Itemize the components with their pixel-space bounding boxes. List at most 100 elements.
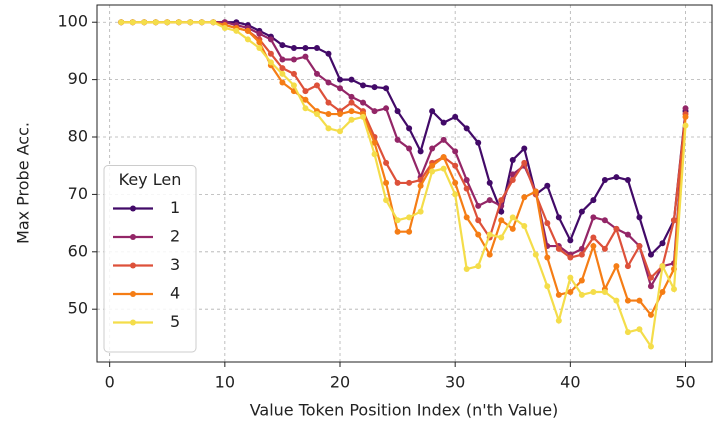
data-point <box>290 45 297 52</box>
legend-label: 4 <box>170 284 180 303</box>
data-point <box>337 85 344 92</box>
data-point <box>337 76 344 83</box>
data-point <box>636 297 643 304</box>
data-point <box>302 88 309 95</box>
series-line <box>121 21 687 350</box>
data-point <box>670 286 677 293</box>
data-point <box>486 231 493 238</box>
data-point <box>348 93 355 100</box>
data-point <box>325 111 332 118</box>
data-point <box>532 188 539 195</box>
data-point <box>636 243 643 250</box>
data-point <box>394 179 401 186</box>
data-point <box>475 202 482 209</box>
data-point <box>682 113 689 120</box>
data-point <box>371 84 378 91</box>
data-point <box>394 108 401 115</box>
y-tick-label: 80 <box>68 127 88 146</box>
data-point <box>567 274 574 281</box>
data-point <box>360 82 367 89</box>
data-point <box>486 179 493 186</box>
data-point <box>590 197 597 204</box>
data-point <box>302 96 309 103</box>
x-tick-label: 50 <box>675 373 695 392</box>
data-point <box>198 19 205 26</box>
data-point <box>348 99 355 106</box>
data-point <box>578 251 585 258</box>
data-point <box>452 191 459 198</box>
data-point <box>118 19 125 26</box>
data-point <box>129 19 136 26</box>
legend-box <box>103 165 197 353</box>
data-point <box>475 217 482 224</box>
data-point <box>659 263 666 270</box>
data-point <box>406 145 413 152</box>
data-point <box>302 53 309 60</box>
data-point <box>486 197 493 204</box>
data-point <box>383 197 390 204</box>
data-point <box>509 156 516 163</box>
x-axis-label: Value Token Position Index (n'th Value) <box>250 401 559 420</box>
data-point <box>152 19 159 26</box>
data-point <box>394 217 401 224</box>
data-point <box>383 179 390 186</box>
legend: Key Len 1 2 3 4 5 <box>103 165 197 353</box>
data-point <box>348 116 355 123</box>
data-point <box>578 208 585 215</box>
data-point <box>371 139 378 146</box>
data-point <box>406 228 413 235</box>
data-point <box>567 237 574 244</box>
data-point <box>624 177 631 184</box>
data-point <box>475 263 482 270</box>
data-point <box>267 36 274 43</box>
data-point <box>244 36 251 43</box>
legend-marker <box>130 319 136 326</box>
legend-marker <box>130 262 136 269</box>
data-point <box>624 297 631 304</box>
data-point <box>647 343 654 350</box>
legend-label: 2 <box>170 227 180 246</box>
data-point <box>325 99 332 106</box>
data-point <box>613 174 620 181</box>
data-point <box>429 162 436 169</box>
data-point <box>440 136 447 143</box>
data-point <box>383 85 390 92</box>
y-tick-label: 100 <box>57 12 88 31</box>
data-point <box>406 214 413 221</box>
data-point <box>360 99 367 106</box>
data-point <box>509 214 516 221</box>
data-point <box>290 82 297 89</box>
data-point <box>463 125 470 132</box>
data-point <box>613 263 620 270</box>
data-point <box>590 288 597 295</box>
data-point <box>360 113 367 120</box>
data-point <box>498 197 505 204</box>
data-point <box>417 148 424 155</box>
data-point <box>417 208 424 215</box>
legend-title: Key Len <box>119 170 182 189</box>
x-tick-label: 40 <box>560 373 580 392</box>
data-point <box>256 30 263 37</box>
data-point <box>452 162 459 169</box>
data-point <box>590 214 597 221</box>
y-tick-label: 70 <box>68 184 88 203</box>
x-tick-label: 0 <box>105 373 115 392</box>
data-point <box>325 125 332 132</box>
data-point <box>233 27 240 34</box>
y-axis-label: Max Probe Acc. <box>14 122 33 244</box>
data-point <box>486 251 493 258</box>
data-point <box>302 45 309 52</box>
data-point <box>659 240 666 247</box>
data-point <box>544 220 551 227</box>
data-point <box>475 231 482 238</box>
data-point <box>647 251 654 258</box>
data-point <box>463 177 470 184</box>
data-point <box>647 311 654 318</box>
data-point <box>521 145 528 152</box>
data-point <box>613 225 620 232</box>
data-point <box>279 56 286 63</box>
data-point <box>498 208 505 215</box>
lines <box>118 19 689 350</box>
legend-marker <box>130 234 136 240</box>
data-point <box>463 185 470 192</box>
